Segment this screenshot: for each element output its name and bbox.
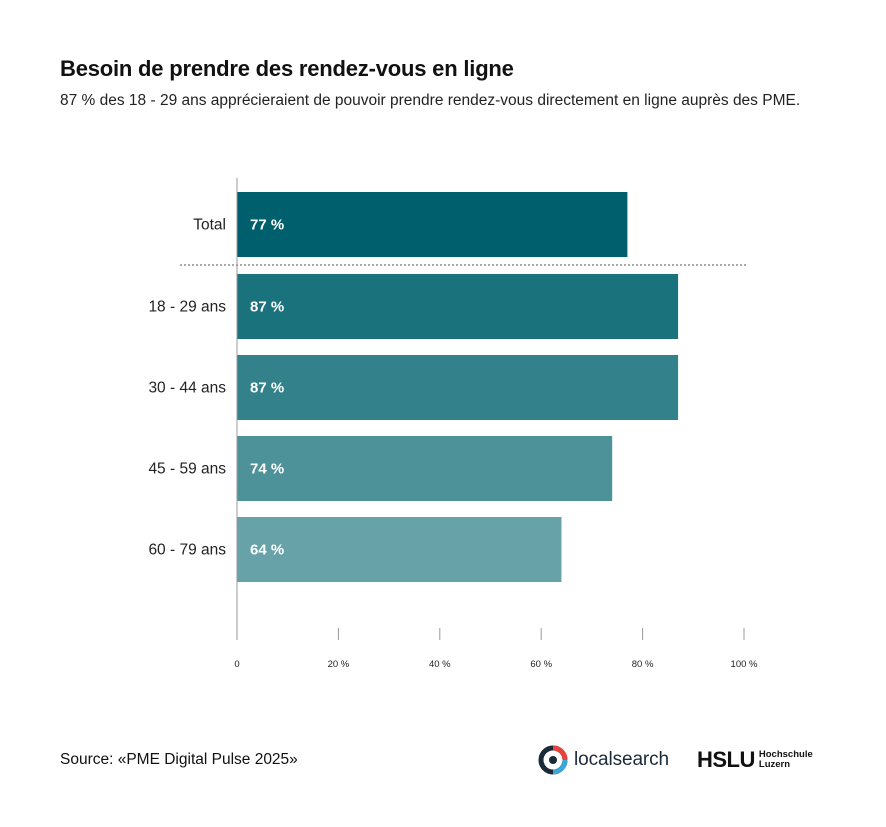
chart-subtitle: 87 % des 18 - 29 ans apprécieraient de p… [60,92,801,109]
bar-0 [237,192,628,257]
hslu-subtitle: Hochschule Luzern [759,750,813,770]
hslu-line-1: Hochschule [758,749,813,761]
localsearch-icon [538,745,568,775]
bar-value-label-0: 77 % [250,217,284,234]
localsearch-wordmark: localsearch [574,749,670,770]
bar-4 [237,517,562,582]
x-tick-label-5: 100 % [731,659,758,670]
x-tick-label-2: 40 % [429,659,451,670]
category-label-1: 18 - 29 ans [148,299,226,316]
x-tick-label-3: 60 % [530,659,552,670]
hslu-line-2: Luzern [758,759,791,770]
x-tick-label-0: 0 [234,659,239,670]
category-label-0: Total [193,217,226,234]
source-note: Source: «PME Digital Pulse 2025» [60,751,298,768]
bar-value-label-1: 87 % [250,299,284,316]
hslu-wordmark: HSLU [697,747,755,772]
bar-chart: 77 % Total 87 % 18 - 29 ans 87 % 30 - 44 ans 7… [148,178,758,670]
bar-value-label-3: 74 % [250,461,284,478]
x-tick-label-1: 20 % [328,659,350,670]
category-label-2: 30 - 44 ans [148,380,226,397]
bar-value-label-4: 64 % [250,542,284,559]
localsearch-logo: localsearch [538,745,669,775]
category-label-4: 60 - 79 ans [148,542,226,559]
chart-title: Besoin de prendre des rendez-vous en lig… [60,56,514,81]
bar-3 [237,436,613,501]
hslu-logo: HSLU Hochschule Luzern [697,749,813,771]
bar-value-label-2: 87 % [250,380,284,397]
bar-1 [237,274,679,339]
x-tick-label-4: 80 % [632,659,654,670]
category-label-3: 45 - 59 ans [148,461,226,478]
bar-2 [237,355,679,420]
